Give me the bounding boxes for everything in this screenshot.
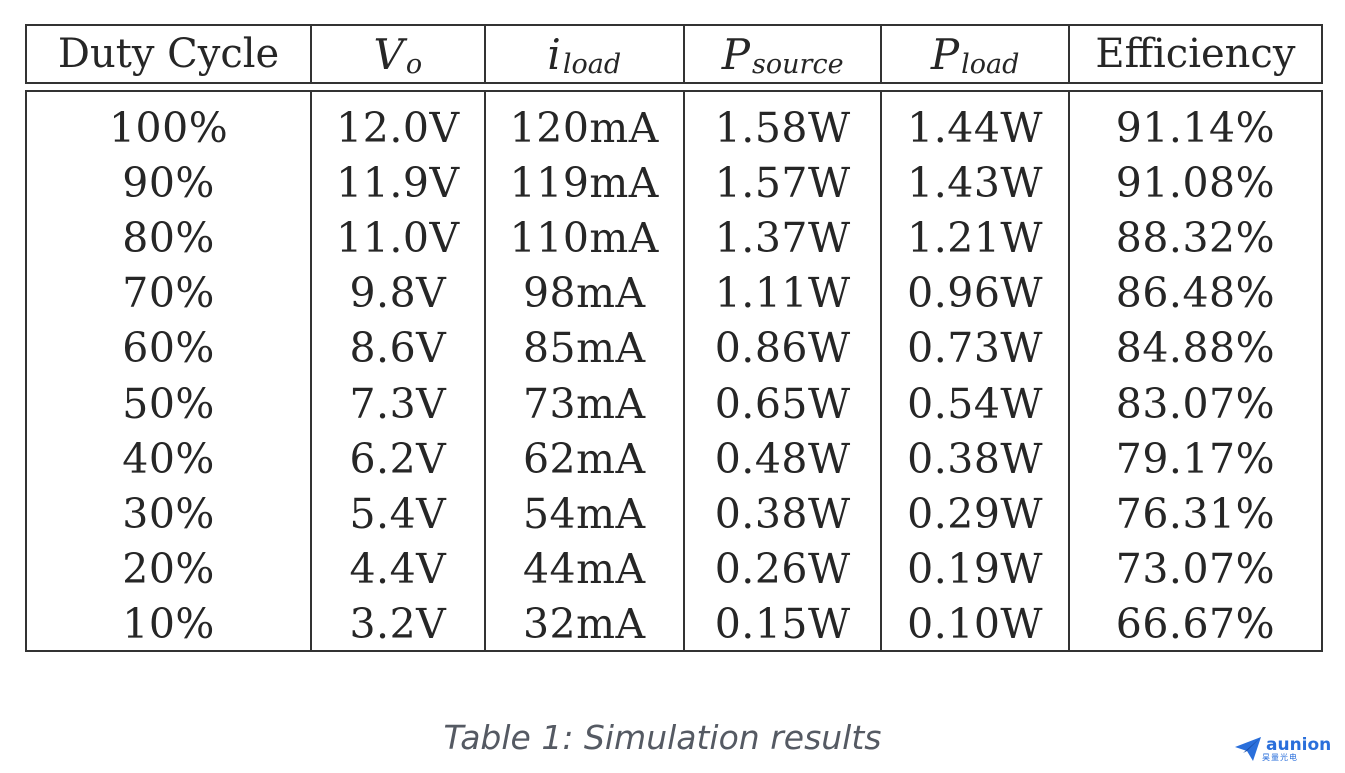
cell-pload: 0.96W xyxy=(907,269,1044,318)
header-psource-subscript: source xyxy=(752,48,844,80)
column-duty-cycle: 100% 90% 80% 70% 60% 50% 40% 30% 20% 10% xyxy=(27,92,313,650)
cell-efficiency: 86.48% xyxy=(1115,269,1276,318)
cell-iload: 85mA xyxy=(522,324,646,373)
header-iload-symbol: i xyxy=(547,29,561,79)
cell-iload: 110mA xyxy=(509,213,659,262)
paper-plane-icon xyxy=(1235,737,1261,761)
cell-vo: 6.2V xyxy=(349,434,447,483)
header-pload-symbol: P xyxy=(930,29,960,79)
table-body: 100% 90% 80% 70% 60% 50% 40% 30% 20% 10% 12.0V 11.… xyxy=(25,90,1323,652)
cell-pload: 0.38W xyxy=(907,434,1044,483)
cell-efficiency: 73.07% xyxy=(1115,545,1276,594)
cell-iload: 54mA xyxy=(522,489,646,538)
cell-psource: 0.15W xyxy=(714,600,851,649)
header-psource-symbol: P xyxy=(721,29,751,79)
cell-psource: 1.11W xyxy=(714,269,851,318)
cell-iload: 32mA xyxy=(522,600,646,649)
logo-text: aunion xyxy=(1266,734,1332,755)
cell-iload: 98mA xyxy=(522,269,646,318)
cell-pload: 0.29W xyxy=(907,489,1044,538)
cell-duty-cycle: 20% xyxy=(122,545,215,594)
cell-duty-cycle: 40% xyxy=(122,434,215,483)
cell-iload: 73mA xyxy=(522,379,646,428)
column-pload: 1.44W 1.43W 1.21W 0.96W 0.73W 0.54W 0.38W 0.29W… xyxy=(882,92,1070,650)
cell-vo: 9.8V xyxy=(349,269,447,318)
cell-vo: 8.6V xyxy=(349,324,447,373)
cell-pload: 0.10W xyxy=(907,600,1044,649)
cell-efficiency: 88.32% xyxy=(1115,213,1276,262)
header-pload-subscript: load xyxy=(961,48,1020,80)
cell-efficiency: 83.07% xyxy=(1115,379,1276,428)
column-psource: 1.58W 1.57W 1.37W 1.11W 0.86W 0.65W 0.48W 0.38W… xyxy=(685,92,883,650)
cell-efficiency: 91.14% xyxy=(1115,103,1276,152)
cell-psource: 0.26W xyxy=(714,545,851,594)
cell-efficiency: 66.67% xyxy=(1115,600,1276,649)
cell-efficiency: 76.31% xyxy=(1115,489,1276,538)
header-vo-subscript: o xyxy=(405,48,423,80)
header-duty-cycle-text: Duty Cycle xyxy=(57,31,280,77)
cell-vo: 5.4V xyxy=(349,489,447,538)
cell-vo: 3.2V xyxy=(349,600,447,649)
cell-vo: 4.4V xyxy=(349,545,447,594)
cell-psource: 1.58W xyxy=(714,103,851,152)
cell-duty-cycle: 80% xyxy=(122,213,215,262)
cell-duty-cycle: 90% xyxy=(122,158,215,207)
cell-duty-cycle: 70% xyxy=(122,269,215,318)
cell-psource: 1.57W xyxy=(714,158,851,207)
cell-pload: 0.73W xyxy=(907,324,1044,373)
cell-duty-cycle: 60% xyxy=(122,324,215,373)
header-duty-cycle: Duty Cycle xyxy=(27,26,313,82)
cell-vo: 11.0V xyxy=(336,213,460,262)
cell-pload: 0.54W xyxy=(907,379,1044,428)
cell-iload: 119mA xyxy=(509,158,659,207)
column-efficiency: 91.14% 91.08% 88.32% 86.48% 84.88% 83.07% 79.1… xyxy=(1070,92,1321,650)
cell-pload: 0.19W xyxy=(907,545,1044,594)
column-vo: 12.0V 11.9V 11.0V 9.8V 8.6V 7.3V 6.2V 5.4V 4.4V 3… xyxy=(312,92,486,650)
cell-duty-cycle: 30% xyxy=(122,489,215,538)
table-caption: Table 1: Simulation results xyxy=(443,718,882,757)
cell-psource: 0.48W xyxy=(714,434,851,483)
cell-vo: 7.3V xyxy=(349,379,447,428)
cell-pload: 1.21W xyxy=(907,213,1044,262)
cell-pload: 1.43W xyxy=(907,158,1044,207)
cell-vo: 12.0V xyxy=(336,103,460,152)
header-efficiency-text: Efficiency xyxy=(1095,31,1296,77)
column-iload: 120mA 119mA 110mA 98mA 85mA 73mA 62mA 54mA 44mA 3… xyxy=(486,92,685,650)
cell-psource: 0.65W xyxy=(714,379,851,428)
header-iload-subscript: load xyxy=(562,48,622,80)
cell-psource: 0.86W xyxy=(714,324,851,373)
cell-efficiency: 91.08% xyxy=(1115,158,1276,207)
cell-duty-cycle: 10% xyxy=(122,600,215,649)
cell-psource: 1.37W xyxy=(714,213,851,262)
cell-iload: 44mA xyxy=(522,545,646,594)
brand-logo: aunion 昊量光电 xyxy=(1234,732,1338,766)
logo-subtext: 昊量光电 xyxy=(1262,752,1298,762)
header-efficiency: Efficiency xyxy=(1070,26,1321,82)
cell-iload: 62mA xyxy=(522,434,646,483)
cell-psource: 0.38W xyxy=(714,489,851,538)
cell-vo: 11.9V xyxy=(336,158,460,207)
cell-duty-cycle: 100% xyxy=(108,103,229,152)
cell-efficiency: 84.88% xyxy=(1115,324,1276,373)
cell-pload: 1.44W xyxy=(907,103,1044,152)
cell-duty-cycle: 50% xyxy=(122,379,215,428)
header-vo-symbol: V xyxy=(373,29,404,79)
header-iload: i load xyxy=(486,26,685,82)
logo-wordmark: aunion 昊量光电 xyxy=(1262,734,1332,762)
cell-efficiency: 79.17% xyxy=(1115,434,1276,483)
cell-iload: 120mA xyxy=(509,103,659,152)
